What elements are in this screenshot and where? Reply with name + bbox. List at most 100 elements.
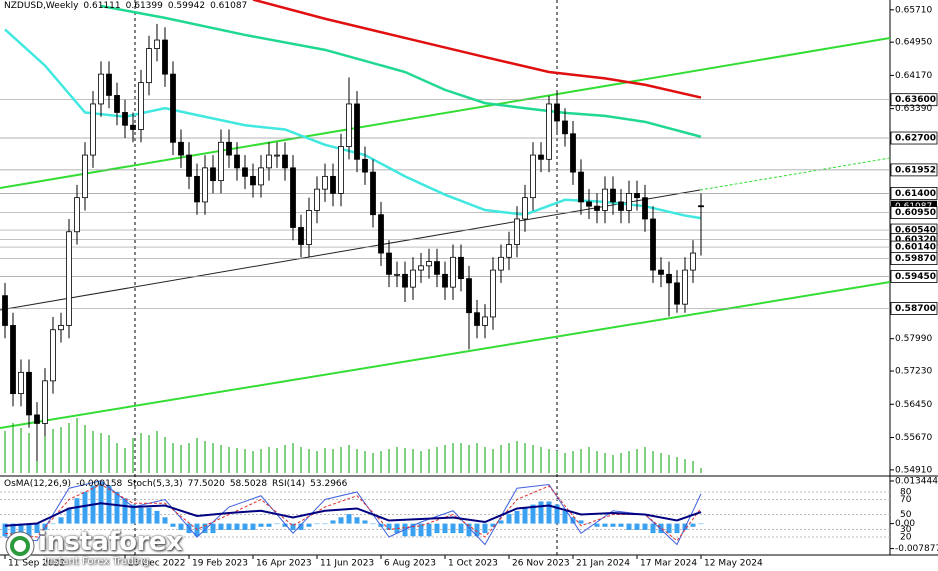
y-tick-label: 0.60140 — [895, 243, 936, 253]
candle-body — [314, 188, 320, 211]
x-tick-label: 25 Dec 2022 — [128, 559, 186, 569]
candle-body — [34, 414, 40, 424]
candle-body — [402, 273, 408, 288]
osc-tick-label: 80 — [900, 488, 912, 498]
x-tick-label: 11 Sep 2022 — [8, 559, 65, 569]
level-box — [890, 252, 938, 265]
osma-bar — [442, 523, 448, 534]
candle-body — [146, 48, 152, 84]
candle-body — [74, 197, 80, 233]
osma-bar — [474, 523, 480, 537]
candle-body — [98, 73, 104, 105]
osma-bar — [66, 507, 72, 524]
osma-bar — [554, 504, 560, 524]
oscillator-line — [4, 502, 702, 527]
candle-body — [362, 158, 368, 173]
osma-bar — [258, 523, 264, 527]
candle-body — [370, 171, 376, 216]
osma-bar — [514, 510, 520, 524]
candle-body — [154, 39, 160, 49]
x-tick-label: 11 Jun 2023 — [320, 559, 374, 569]
candle-body — [418, 265, 424, 271]
candle-body — [570, 133, 576, 173]
osma-bar — [586, 523, 592, 525]
oscillator-header: OsMA(12,26,9) -0.000158 Stoch(5,3,3) 77.502… — [4, 479, 352, 489]
symbol: NZDUSD,Weekly — [4, 1, 79, 11]
osma-bar — [154, 510, 160, 524]
osma-bar — [330, 520, 336, 524]
y-tick-label: 0.57990 — [895, 334, 932, 344]
candle-body — [426, 261, 432, 267]
candle-body — [266, 154, 272, 169]
candle-body — [626, 193, 632, 211]
y-tick-label: 0.56450 — [895, 400, 932, 410]
candle-body — [170, 73, 176, 143]
candle-body — [410, 269, 416, 288]
osma-bar — [266, 523, 272, 527]
osma-bar — [458, 523, 464, 534]
osma-bar — [314, 523, 320, 525]
y-tick-label: 0.59870 — [895, 254, 936, 264]
osma-bar — [466, 523, 472, 537]
candle-body — [466, 278, 472, 314]
candle-body — [698, 205, 704, 208]
candle-body — [90, 103, 96, 156]
osma-bar — [226, 523, 232, 530]
osma-bar — [298, 523, 304, 530]
candle-body — [354, 103, 360, 160]
candle-body — [618, 201, 624, 211]
candle-body — [554, 103, 560, 122]
y-tick-label: 0.62700 — [895, 134, 936, 144]
candle-body — [194, 175, 200, 203]
chart-header: NZDUSD,Weekly 0.61111 0.61399 0.59942 0.6108… — [4, 1, 252, 11]
osma-bar — [530, 504, 536, 524]
candle-body — [218, 141, 224, 182]
osma-bar — [114, 491, 120, 524]
candle-body — [666, 273, 672, 284]
rsi-value: 53.2966 — [310, 479, 348, 489]
candle-body — [18, 371, 24, 395]
osma-bar — [594, 523, 600, 527]
candle-body — [66, 231, 72, 326]
osma-bar — [690, 523, 696, 527]
candle-body — [562, 120, 568, 135]
x-tick-label: 1 Oct 2023 — [448, 559, 498, 569]
osma-bar — [282, 523, 288, 527]
trend-line — [0, 37, 891, 189]
osma-bar — [34, 523, 40, 534]
osma-bar — [138, 507, 144, 524]
osma-bar — [610, 523, 616, 527]
candle-body — [82, 154, 88, 199]
candle-body — [346, 103, 352, 147]
y-tick-label: 0.63390 — [895, 104, 932, 114]
levels — [0, 99, 890, 309]
osma-bar — [338, 517, 344, 524]
candle-body — [434, 261, 440, 275]
osma-bar — [410, 523, 416, 537]
osma-bar — [386, 523, 392, 530]
y-tick-label: 0.65710 — [895, 5, 932, 15]
level-box — [890, 187, 938, 200]
candle-body — [306, 210, 312, 245]
osma-value: -0.000158 — [76, 479, 123, 489]
candle-body — [602, 188, 608, 211]
osma-bar — [498, 520, 504, 524]
y-tick-label: 0.61952 — [895, 165, 936, 175]
candle-body — [2, 295, 8, 326]
osma-bar — [538, 501, 544, 524]
x-tick-label: 17 Mar 2024 — [640, 559, 697, 569]
osma-bar — [218, 523, 224, 530]
candle-body — [298, 227, 304, 245]
candle-body — [538, 154, 544, 160]
level-box — [890, 206, 938, 219]
osma-tick-label: 0.013444 — [895, 476, 938, 486]
osma-bar — [426, 523, 432, 537]
candle-body — [106, 73, 112, 96]
osma-bar — [290, 523, 296, 530]
osma-bar — [130, 504, 136, 524]
osma-bar — [178, 523, 184, 530]
oscillator-line — [4, 480, 702, 546]
candle-body — [162, 39, 168, 75]
candle-body — [274, 154, 280, 157]
